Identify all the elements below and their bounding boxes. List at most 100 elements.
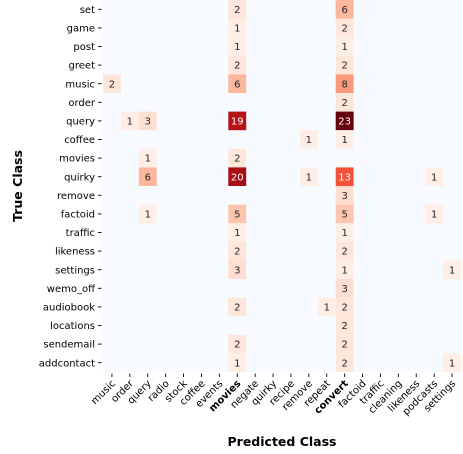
cell-value-label: 1 — [127, 117, 133, 128]
heatmap-cell — [335, 353, 354, 372]
cell-value-label: 1 — [145, 210, 151, 221]
x-axis-title: Predicted Class — [228, 434, 337, 449]
heatmap-cell — [228, 18, 247, 38]
heatmap-cell — [335, 223, 354, 242]
cell-value-label: 1 — [234, 358, 240, 369]
heatmap-cell — [138, 167, 157, 186]
y-tick-label: movies — [59, 154, 95, 165]
cell-value-label: 1 — [431, 172, 437, 183]
heatmap-cell — [228, 353, 247, 372]
y-tick-label: music — [65, 79, 95, 90]
heatmap-cell — [228, 55, 247, 75]
heatmap-cell — [228, 74, 247, 93]
heatmap-cell — [335, 37, 354, 56]
heatmap-cell — [228, 334, 247, 354]
cell-value-label: 1 — [234, 42, 240, 53]
cell-value-label: 2 — [234, 303, 240, 314]
cell-value-label: 2 — [109, 79, 115, 90]
heatmap-cells: 2 61 21 12 22 6 821 3 19 231 11 26 20 1 13 131 5 5 11 12 23 1… — [103, 0, 461, 372]
heatmap-cell — [443, 353, 461, 372]
heatmap-cell — [335, 93, 354, 112]
heatmap-cell — [120, 111, 139, 131]
cell-value-label: 3 — [341, 284, 347, 295]
y-axis-ticks: set game post greet music order query coffee mov… — [39, 5, 102, 369]
cell-value-label: 2 — [341, 340, 347, 351]
cell-value-label: 1 — [234, 228, 240, 239]
heatmap-cell — [335, 186, 354, 205]
heatmap-cell — [103, 74, 121, 93]
y-tick-label: greet — [69, 61, 96, 72]
heatmap-cell — [335, 204, 354, 224]
y-axis-title: True Class — [10, 150, 25, 222]
cell-value-label: 2 — [234, 154, 240, 165]
cell-value-label: 3 — [145, 117, 151, 128]
cell-value-label: 2 — [341, 321, 347, 332]
cell-value-label: 1 — [341, 265, 347, 276]
heatmap-cell — [335, 18, 354, 38]
y-tick-label: game — [67, 24, 95, 35]
cell-value-label: 2 — [341, 358, 347, 369]
cell-value-label: 2 — [234, 340, 240, 351]
heatmap-cell — [317, 297, 336, 317]
cell-value-label: 5 — [341, 210, 347, 221]
y-tick-label: addcontact — [39, 358, 95, 369]
cell-value-label: 1 — [145, 154, 151, 165]
y-tick-label: audiobook — [43, 303, 95, 314]
heatmap-cell — [299, 130, 318, 149]
y-tick-label: post — [73, 42, 95, 53]
y-tick-label: locations — [50, 321, 95, 332]
y-tick-label: wemo_off — [47, 284, 96, 295]
heatmap-cell — [228, 241, 247, 261]
heatmap-cell — [228, 167, 247, 186]
heatmap-cell — [228, 37, 247, 56]
y-tick-label: likeness — [55, 247, 95, 258]
cell-value-label: 3 — [234, 265, 240, 276]
cell-value-label: 6 — [234, 79, 240, 90]
heatmap-cell — [335, 279, 354, 298]
cell-value-label: 2 — [341, 61, 347, 72]
cell-value-label: 1 — [341, 42, 347, 53]
cell-value-label: 1 — [449, 265, 455, 276]
heatmap-cell — [138, 204, 157, 224]
heatmap-cell — [228, 111, 247, 131]
heatmap-cell — [335, 130, 354, 149]
y-tick-label: factoid — [61, 210, 95, 221]
y-tick-label: quirky — [64, 172, 95, 183]
heatmap-cell — [335, 0, 354, 19]
cell-value-label: 1 — [431, 210, 437, 221]
cell-value-label: 6 — [145, 172, 151, 183]
heatmap-cell — [335, 316, 354, 335]
y-tick-label: coffee — [64, 135, 95, 146]
y-tick-label: traffic — [66, 228, 95, 239]
cell-value-label: 1 — [341, 228, 347, 239]
heatmap-cell — [228, 148, 247, 168]
cell-value-label: 1 — [306, 172, 312, 183]
heatmap-cell — [335, 297, 354, 317]
heatmap-cell — [228, 0, 247, 19]
heatmap-cell — [335, 111, 354, 131]
cell-value-label: 13 — [338, 172, 351, 183]
cell-value-label: 2 — [341, 24, 347, 35]
cell-value-label: 6 — [341, 5, 347, 16]
y-tick-label: settings — [55, 265, 95, 276]
y-tick-label: query — [66, 117, 95, 128]
cell-value-label: 2 — [234, 5, 240, 16]
cell-value-label: 2 — [234, 247, 240, 258]
cell-value-label: 2 — [341, 247, 347, 258]
cell-value-label: 1 — [341, 135, 347, 146]
heatmap-cell — [425, 167, 444, 186]
heatmap-cell — [228, 223, 247, 242]
heatmap-cell — [335, 334, 354, 354]
cell-value-label: 1 — [234, 24, 240, 35]
y-tick-label: order — [68, 98, 96, 109]
cell-value-label: 2 — [341, 303, 347, 314]
cell-value-label: 23 — [338, 117, 351, 128]
cell-value-label: 8 — [341, 79, 347, 90]
heatmap-cell — [335, 74, 354, 93]
cell-value-label: 3 — [341, 191, 347, 202]
cell-value-label: 2 — [234, 61, 240, 72]
heatmap-cell — [228, 204, 247, 224]
cell-value-label: 1 — [324, 303, 330, 314]
heatmap-cell — [335, 167, 354, 186]
